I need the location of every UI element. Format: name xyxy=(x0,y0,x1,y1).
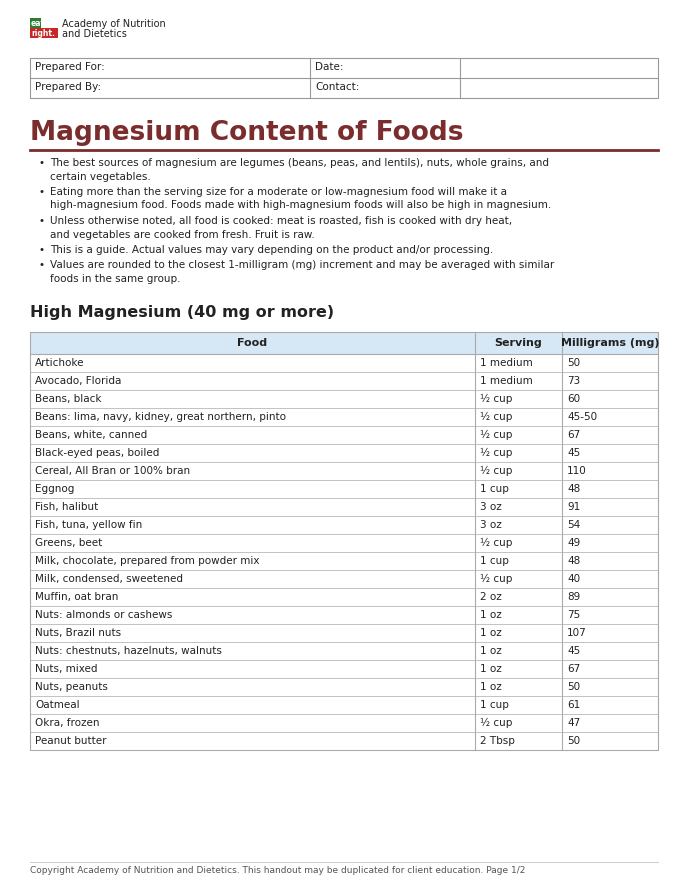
Text: ½ cup: ½ cup xyxy=(480,538,513,548)
Text: high-magnesium food. Foods made with high-magnesium foods will also be high in m: high-magnesium food. Foods made with hig… xyxy=(50,200,551,211)
Text: Date:: Date: xyxy=(315,62,343,72)
Bar xyxy=(30,28,58,38)
Text: 1 medium: 1 medium xyxy=(480,358,533,368)
Bar xyxy=(30,58,658,98)
Text: Beans, white, canned: Beans, white, canned xyxy=(35,430,147,440)
Text: Milk, condensed, sweetened: Milk, condensed, sweetened xyxy=(35,574,183,584)
Text: ½ cup: ½ cup xyxy=(480,574,513,584)
Text: 1 oz: 1 oz xyxy=(480,664,502,674)
Text: Beans: lima, navy, kidney, great northern, pinto: Beans: lima, navy, kidney, great norther… xyxy=(35,412,286,422)
Text: 48: 48 xyxy=(567,484,580,494)
Text: Milligrams (mg): Milligrams (mg) xyxy=(561,338,659,348)
Text: 3 oz: 3 oz xyxy=(480,502,502,512)
Text: Artichoke: Artichoke xyxy=(35,358,85,368)
Text: 1 oz: 1 oz xyxy=(480,628,502,638)
Text: Nuts: chestnuts, hazelnuts, walnuts: Nuts: chestnuts, hazelnuts, walnuts xyxy=(35,646,222,656)
Text: 1 oz: 1 oz xyxy=(480,646,502,656)
Text: Nuts, peanuts: Nuts, peanuts xyxy=(35,682,108,692)
Text: 50: 50 xyxy=(567,358,580,368)
Text: This is a guide. Actual values may vary depending on the product and/or processi: This is a guide. Actual values may vary … xyxy=(50,245,493,255)
Text: Muffin, oat bran: Muffin, oat bran xyxy=(35,592,118,602)
Text: •: • xyxy=(38,216,44,226)
Text: High Magnesium (40 mg or more): High Magnesium (40 mg or more) xyxy=(30,305,334,320)
Text: Eating more than the serving size for a moderate or low-magnesium food will make: Eating more than the serving size for a … xyxy=(50,187,507,197)
Text: 60: 60 xyxy=(567,394,580,404)
Text: 2 oz: 2 oz xyxy=(480,592,502,602)
Text: foods in the same group.: foods in the same group. xyxy=(50,274,180,284)
Text: Magnesium Content of Foods: Magnesium Content of Foods xyxy=(30,120,464,146)
Text: Values are rounded to the closest 1-milligram (mg) increment and may be averaged: Values are rounded to the closest 1-mill… xyxy=(50,261,555,271)
Text: •: • xyxy=(38,261,44,271)
Text: 2 Tbsp: 2 Tbsp xyxy=(480,736,515,746)
Text: ½ cup: ½ cup xyxy=(480,448,513,458)
Bar xyxy=(30,332,658,354)
Text: 45-50: 45-50 xyxy=(567,412,597,422)
Text: 89: 89 xyxy=(567,592,580,602)
Text: 54: 54 xyxy=(567,520,580,530)
Text: 1 oz: 1 oz xyxy=(480,610,502,620)
Text: 67: 67 xyxy=(567,664,580,674)
Text: 50: 50 xyxy=(567,736,580,746)
Text: Fish, tuna, yellow fin: Fish, tuna, yellow fin xyxy=(35,520,142,530)
Text: Milk, chocolate, prepared from powder mix: Milk, chocolate, prepared from powder mi… xyxy=(35,556,259,566)
Text: Academy of Nutrition: Academy of Nutrition xyxy=(62,19,166,29)
Text: ½ cup: ½ cup xyxy=(480,412,513,422)
Text: 3 oz: 3 oz xyxy=(480,520,502,530)
Text: and vegetables are cooked from fresh. Fruit is raw.: and vegetables are cooked from fresh. Fr… xyxy=(50,230,314,239)
Text: Serving: Serving xyxy=(495,338,542,348)
Text: Unless otherwise noted, all food is cooked: meat is roasted, fish is cooked with: Unless otherwise noted, all food is cook… xyxy=(50,216,512,226)
Text: 47: 47 xyxy=(567,718,580,728)
Text: 91: 91 xyxy=(567,502,580,512)
Text: Fish, halibut: Fish, halibut xyxy=(35,502,98,512)
Text: The best sources of magnesium are legumes (beans, peas, and lentils), nuts, whol: The best sources of magnesium are legume… xyxy=(50,158,549,168)
Text: Oatmeal: Oatmeal xyxy=(35,700,80,710)
Text: and Dietetics: and Dietetics xyxy=(62,29,127,39)
Text: eat: eat xyxy=(31,19,45,28)
Text: Beans, black: Beans, black xyxy=(35,394,102,404)
Text: Nuts: almonds or cashews: Nuts: almonds or cashews xyxy=(35,610,173,620)
Text: ½ cup: ½ cup xyxy=(480,718,513,728)
Text: ½ cup: ½ cup xyxy=(480,430,513,440)
Text: •: • xyxy=(38,158,44,168)
Text: Cereal, All Bran or 100% bran: Cereal, All Bran or 100% bran xyxy=(35,466,190,476)
Text: 67: 67 xyxy=(567,430,580,440)
Text: 75: 75 xyxy=(567,610,580,620)
Text: Nuts, mixed: Nuts, mixed xyxy=(35,664,98,674)
Text: ½ cup: ½ cup xyxy=(480,466,513,476)
Text: 40: 40 xyxy=(567,574,580,584)
Text: 45: 45 xyxy=(567,646,580,656)
Text: Greens, beet: Greens, beet xyxy=(35,538,103,548)
Text: Black-eyed peas, boiled: Black-eyed peas, boiled xyxy=(35,448,160,458)
Text: 49: 49 xyxy=(567,538,580,548)
Text: 61: 61 xyxy=(567,700,580,710)
Text: •: • xyxy=(38,245,44,255)
Text: 1 cup: 1 cup xyxy=(480,556,509,566)
Text: 107: 107 xyxy=(567,628,587,638)
Text: 50: 50 xyxy=(567,682,580,692)
Text: 1 cup: 1 cup xyxy=(480,700,509,710)
Text: 110: 110 xyxy=(567,466,587,476)
Bar xyxy=(30,18,41,28)
Text: •: • xyxy=(38,187,44,197)
Text: ½ cup: ½ cup xyxy=(480,394,513,404)
Text: Avocado, Florida: Avocado, Florida xyxy=(35,376,121,386)
Text: 45: 45 xyxy=(567,448,580,458)
Text: Okra, frozen: Okra, frozen xyxy=(35,718,100,728)
Text: Food: Food xyxy=(237,338,268,348)
Text: Prepared By:: Prepared By: xyxy=(35,82,101,92)
Text: Peanut butter: Peanut butter xyxy=(35,736,107,746)
Text: Eggnog: Eggnog xyxy=(35,484,74,494)
Text: 1 oz: 1 oz xyxy=(480,682,502,692)
Text: Nuts, Brazil nuts: Nuts, Brazil nuts xyxy=(35,628,121,638)
Text: Copyright Academy of Nutrition and Dietetics. This handout may be duplicated for: Copyright Academy of Nutrition and Diete… xyxy=(30,866,526,875)
Text: 48: 48 xyxy=(567,556,580,566)
Text: 1 cup: 1 cup xyxy=(480,484,509,494)
Text: certain vegetables.: certain vegetables. xyxy=(50,172,151,182)
Text: Prepared For:: Prepared For: xyxy=(35,62,105,72)
Text: right.: right. xyxy=(31,29,55,38)
Text: 1 medium: 1 medium xyxy=(480,376,533,386)
Text: 73: 73 xyxy=(567,376,580,386)
Text: Contact:: Contact: xyxy=(315,82,359,92)
Bar xyxy=(30,332,658,750)
